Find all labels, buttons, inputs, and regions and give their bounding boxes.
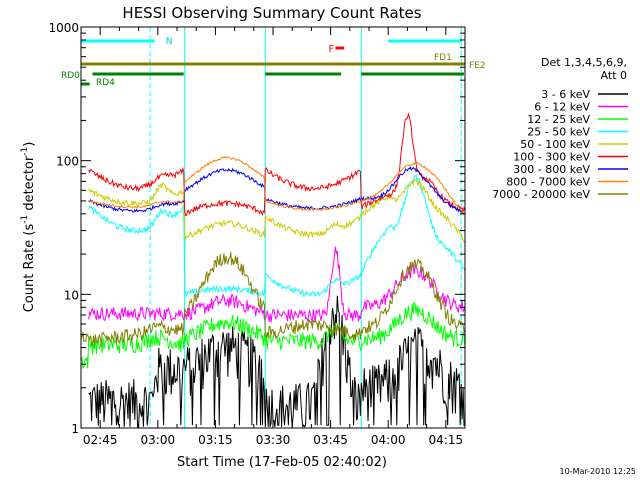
- series-line: [88, 173, 466, 298]
- legend-entry-label: 7000 - 20000 keV: [492, 188, 590, 201]
- y-axis-label-main: Count Rate (s: [22, 224, 37, 313]
- x-tick-label: 04:15: [429, 433, 464, 447]
- y-axis-label-sup2: -1: [20, 147, 30, 156]
- y-tick-label: 1: [71, 422, 79, 436]
- series-line: [80, 252, 466, 347]
- series-line: [80, 300, 466, 369]
- night-flag-label: N: [166, 37, 173, 47]
- y-axis-label-mid: detector: [22, 155, 37, 215]
- legend-entry-label: 3 - 6 keV: [541, 88, 590, 101]
- legend-entry-label: 6 - 12 keV: [534, 101, 590, 114]
- legend-header-detectors: Det 1,3,4,5,6,9,: [541, 56, 627, 69]
- legend-entry-label: 100 - 300 keV: [513, 151, 590, 164]
- x-tick-label: 02:45: [83, 433, 118, 447]
- legend-header-attenuator: Att 0: [601, 69, 627, 82]
- series-line: [88, 295, 465, 429]
- fe2-flag-label: FE2: [469, 61, 486, 71]
- y-axis-label-sup1: -1: [20, 215, 30, 224]
- rd4-flag-label: RD4: [96, 78, 115, 88]
- x-tick-label: 03:15: [198, 433, 233, 447]
- y-tick-label: 100: [56, 155, 79, 169]
- x-axis-label: Start Time (17-Feb-05 02:40:02): [177, 455, 387, 470]
- fd1-flag-label: FD1: [434, 53, 452, 63]
- legend-entry-label: 300 - 800 keV: [513, 163, 590, 176]
- tick-labels: 02:45 03:00 03:15 03:30 03:45 04:00 04:15 1 10 10…: [48, 21, 463, 447]
- axes: [80, 26, 466, 429]
- y-axis-label: Count Rate (s-1 detector-1): [20, 142, 37, 313]
- legend-entry-label: 25 - 50 keV: [527, 126, 590, 139]
- series-line: [88, 177, 466, 244]
- flare-flag-label: F: [328, 44, 334, 55]
- plot-area: N F FD1 FE2 RD0 RD4: [61, 27, 486, 429]
- legend-entry-label: 12 - 25 keV: [527, 113, 590, 126]
- timestamp: 10-Mar-2010 12:25: [560, 467, 637, 476]
- plot-frame: [80, 26, 466, 429]
- y-tick-label: 1000: [48, 21, 79, 35]
- y-tick-label: 10: [64, 288, 79, 302]
- x-tick-label: 03:30: [256, 433, 291, 447]
- chart-title: HESSI Observing Summary Count Rates: [122, 4, 421, 22]
- series-line: [88, 112, 466, 217]
- y-axis-label-end: ): [22, 142, 37, 147]
- legend-entry-label: 800 - 7000 keV: [506, 176, 590, 189]
- series-line: [88, 156, 466, 215]
- x-tick-label: 03:00: [141, 433, 176, 447]
- legend-entry-label: 50 - 100 keV: [520, 138, 590, 151]
- x-tick-label: 04:00: [371, 433, 406, 447]
- rd0-flag-label: RD0: [61, 71, 80, 81]
- series-line: [88, 166, 465, 215]
- x-tick-label: 03:45: [313, 433, 348, 447]
